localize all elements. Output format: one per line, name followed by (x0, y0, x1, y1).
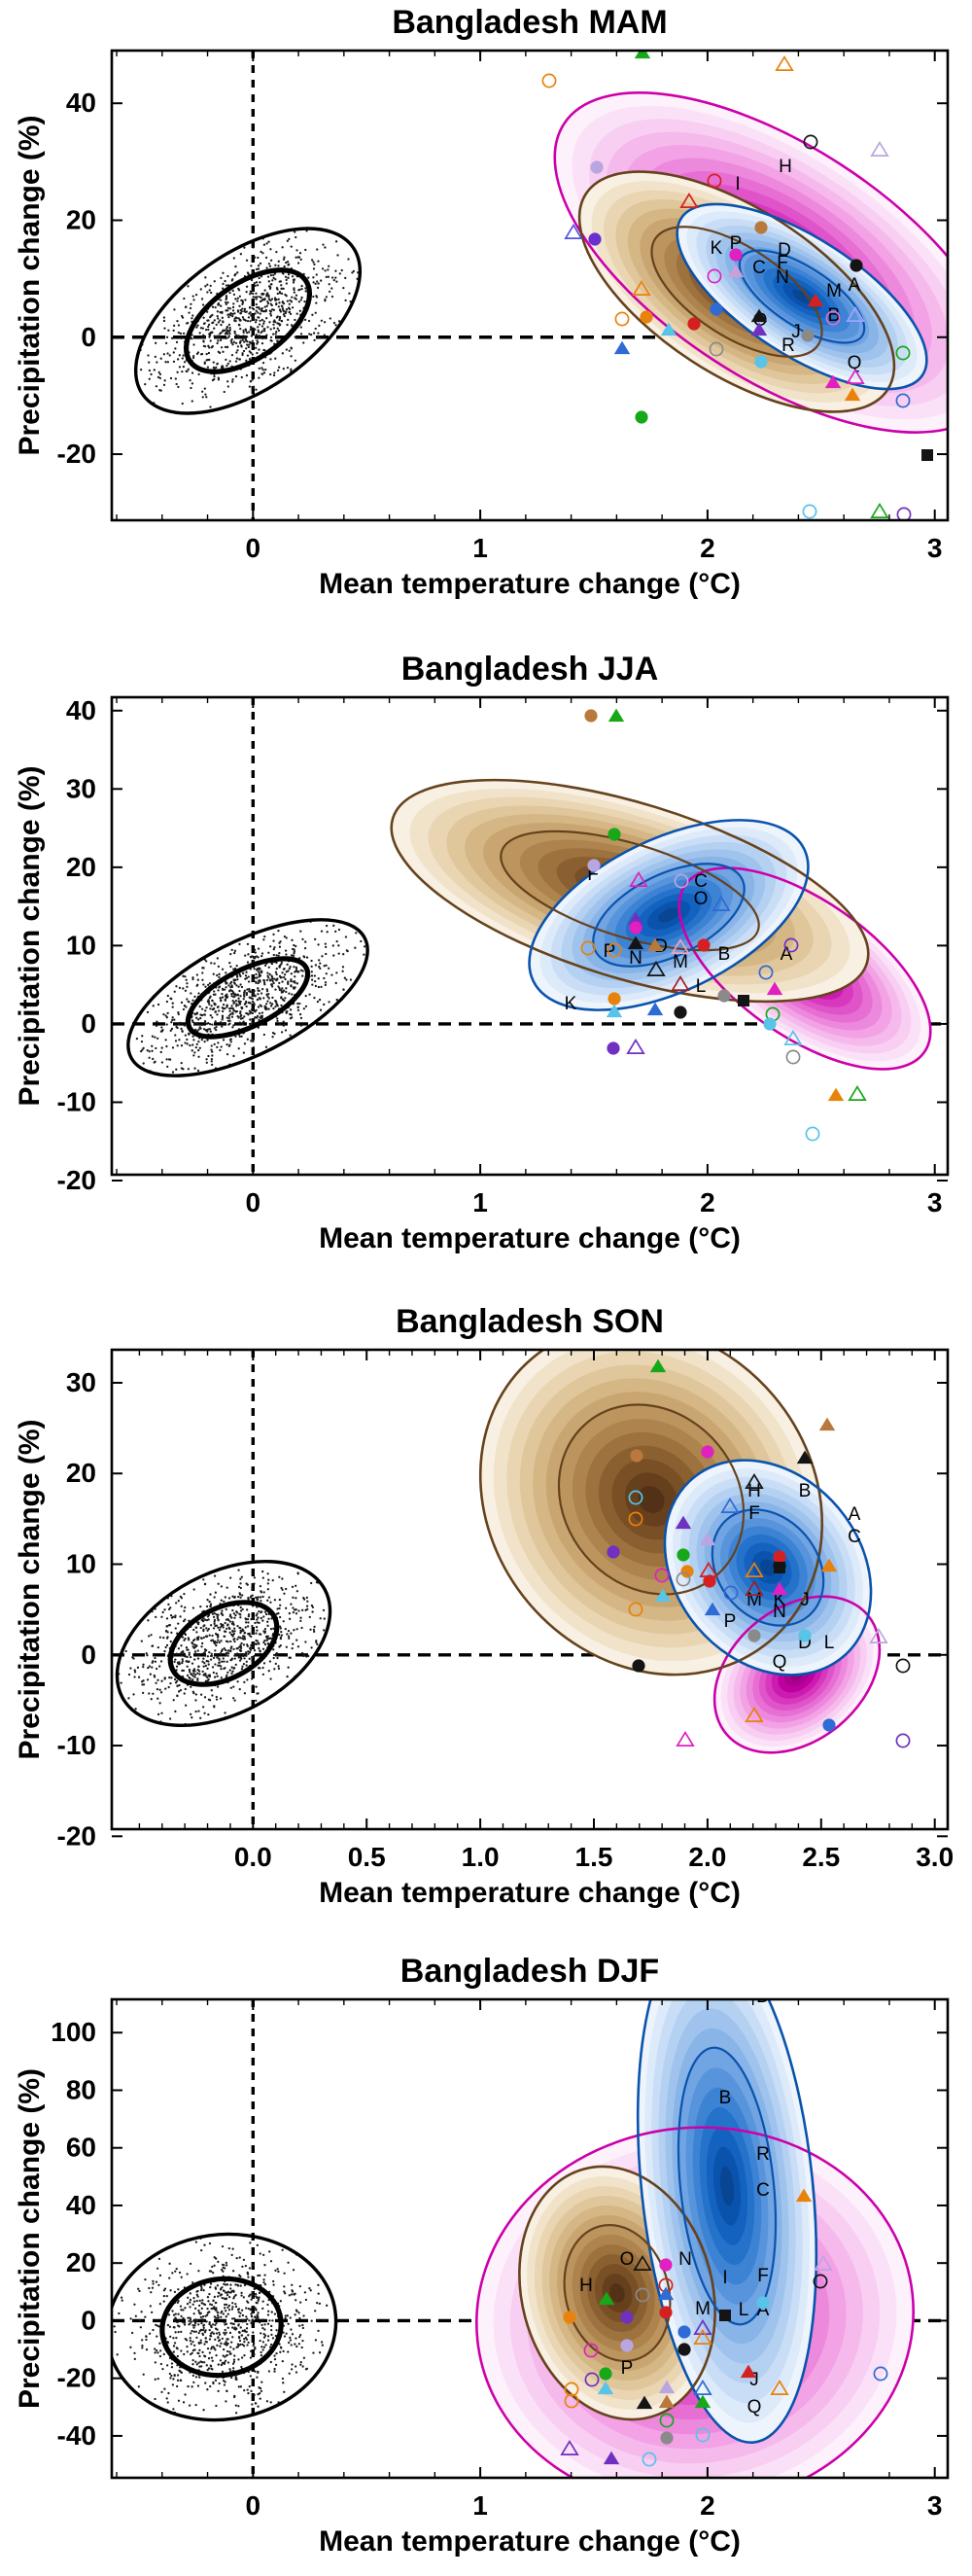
svg-text:K: K (565, 994, 577, 1014)
svg-text:3.0: 3.0 (916, 1842, 954, 1872)
svg-text:A: A (781, 944, 793, 965)
svg-text:30: 30 (66, 1367, 96, 1397)
svg-text:R: R (756, 2144, 770, 2165)
svg-text:80: 80 (66, 2074, 96, 2104)
svg-text:2: 2 (700, 533, 715, 563)
svg-text:2.5: 2.5 (802, 1842, 840, 1872)
svg-text:Bangladesh MAM: Bangladesh MAM (392, 4, 667, 41)
svg-text:Precipitation change (%): Precipitation change (%) (14, 115, 46, 455)
svg-text:H: H (779, 157, 792, 177)
svg-text:P: P (724, 1611, 737, 1632)
svg-text:N: N (776, 267, 789, 288)
svg-text:0: 0 (81, 1008, 96, 1039)
svg-text:Q: Q (747, 2397, 762, 2417)
svg-text:J: J (800, 1590, 810, 1610)
svg-text:100: 100 (51, 2017, 96, 2047)
svg-text:3: 3 (927, 2490, 943, 2521)
svg-text:0: 0 (81, 1640, 96, 1670)
svg-text:3: 3 (927, 533, 943, 563)
svg-text:1: 1 (472, 2490, 488, 2521)
svg-text:40: 40 (66, 88, 96, 118)
svg-text:N: N (773, 1602, 786, 1622)
svg-text:M: M (826, 281, 842, 301)
svg-text:J: J (791, 322, 801, 342)
svg-text:0: 0 (246, 2490, 261, 2521)
svg-text:-20: -20 (57, 2363, 96, 2393)
svg-text:L: L (696, 976, 707, 997)
svg-text:Mean temperature change (°C): Mean temperature change (°C) (319, 2525, 741, 2558)
svg-text:1: 1 (472, 1187, 488, 1217)
svg-text:H: H (579, 2276, 593, 2296)
svg-text:60: 60 (66, 2133, 96, 2163)
svg-text:0.0: 0.0 (234, 1842, 272, 1872)
svg-text:Mean temperature change (°C): Mean temperature change (°C) (319, 1222, 741, 1254)
svg-text:2: 2 (700, 1187, 715, 1217)
svg-text:Bangladesh SON: Bangladesh SON (396, 1303, 664, 1340)
svg-text:L: L (739, 2300, 749, 2320)
svg-text:10: 10 (66, 1549, 96, 1579)
svg-text:2.0: 2.0 (688, 1842, 726, 1872)
svg-text:B: B (799, 1481, 812, 1501)
svg-text:30: 30 (66, 773, 96, 803)
svg-text:0.5: 0.5 (348, 1842, 386, 1872)
svg-text:C: C (848, 1527, 861, 1547)
svg-text:K: K (711, 238, 723, 259)
svg-text:20: 20 (66, 1458, 96, 1488)
svg-text:O: O (620, 2249, 635, 2270)
svg-text:0: 0 (81, 2305, 96, 2335)
svg-text:10: 10 (66, 930, 96, 960)
svg-text:M: M (673, 952, 688, 972)
svg-text:20: 20 (66, 204, 96, 234)
svg-text:0: 0 (246, 533, 261, 563)
svg-text:-20: -20 (57, 1165, 96, 1195)
svg-text:B: B (719, 2088, 732, 2108)
svg-text:B: B (718, 944, 731, 965)
svg-text:1.5: 1.5 (575, 1842, 613, 1872)
svg-text:1: 1 (472, 533, 488, 563)
svg-text:A: A (849, 1504, 861, 1525)
svg-text:P: P (621, 2358, 634, 2379)
svg-text:L: L (824, 1633, 835, 1653)
svg-text:I: I (722, 2268, 727, 2288)
svg-text:Precipitation change (%): Precipitation change (%) (14, 1419, 46, 1759)
svg-text:40: 40 (66, 2190, 96, 2220)
svg-text:Mean temperature change (°C): Mean temperature change (°C) (319, 1877, 741, 1909)
svg-text:-40: -40 (57, 2420, 96, 2451)
svg-text:A: A (849, 275, 861, 296)
svg-text:Bangladesh DJF: Bangladesh DJF (400, 1953, 659, 1990)
svg-text:F: F (748, 1503, 760, 1524)
svg-text:20: 20 (66, 852, 96, 882)
svg-text:40: 40 (66, 695, 96, 725)
svg-text:I: I (735, 174, 740, 194)
svg-text:-10: -10 (57, 1730, 96, 1760)
svg-text:1.0: 1.0 (462, 1842, 500, 1872)
svg-text:-10: -10 (57, 1086, 96, 1116)
svg-text:N: N (678, 2249, 692, 2270)
svg-text:20: 20 (66, 2247, 96, 2277)
svg-text:Precipitation change (%): Precipitation change (%) (14, 765, 46, 1106)
svg-text:M: M (746, 1590, 762, 1610)
svg-text:-20: -20 (57, 439, 96, 469)
svg-text:Precipitation change (%): Precipitation change (%) (14, 2068, 46, 2409)
svg-text:N: N (629, 948, 642, 969)
svg-text:O: O (694, 889, 709, 909)
svg-text:3: 3 (927, 1187, 943, 1217)
svg-text:2: 2 (700, 2490, 715, 2521)
svg-text:C: C (752, 258, 766, 278)
svg-text:Mean temperature change (°C): Mean temperature change (°C) (319, 568, 741, 600)
svg-text:M: M (695, 2299, 711, 2319)
svg-text:-20: -20 (57, 1820, 96, 1851)
svg-text:0: 0 (246, 1187, 261, 1217)
svg-text:Bangladesh JJA: Bangladesh JJA (401, 651, 659, 688)
svg-text:F: F (757, 2266, 769, 2286)
svg-text:C: C (756, 2180, 770, 2201)
svg-text:0: 0 (81, 322, 96, 352)
svg-text:Q: Q (773, 1652, 787, 1673)
